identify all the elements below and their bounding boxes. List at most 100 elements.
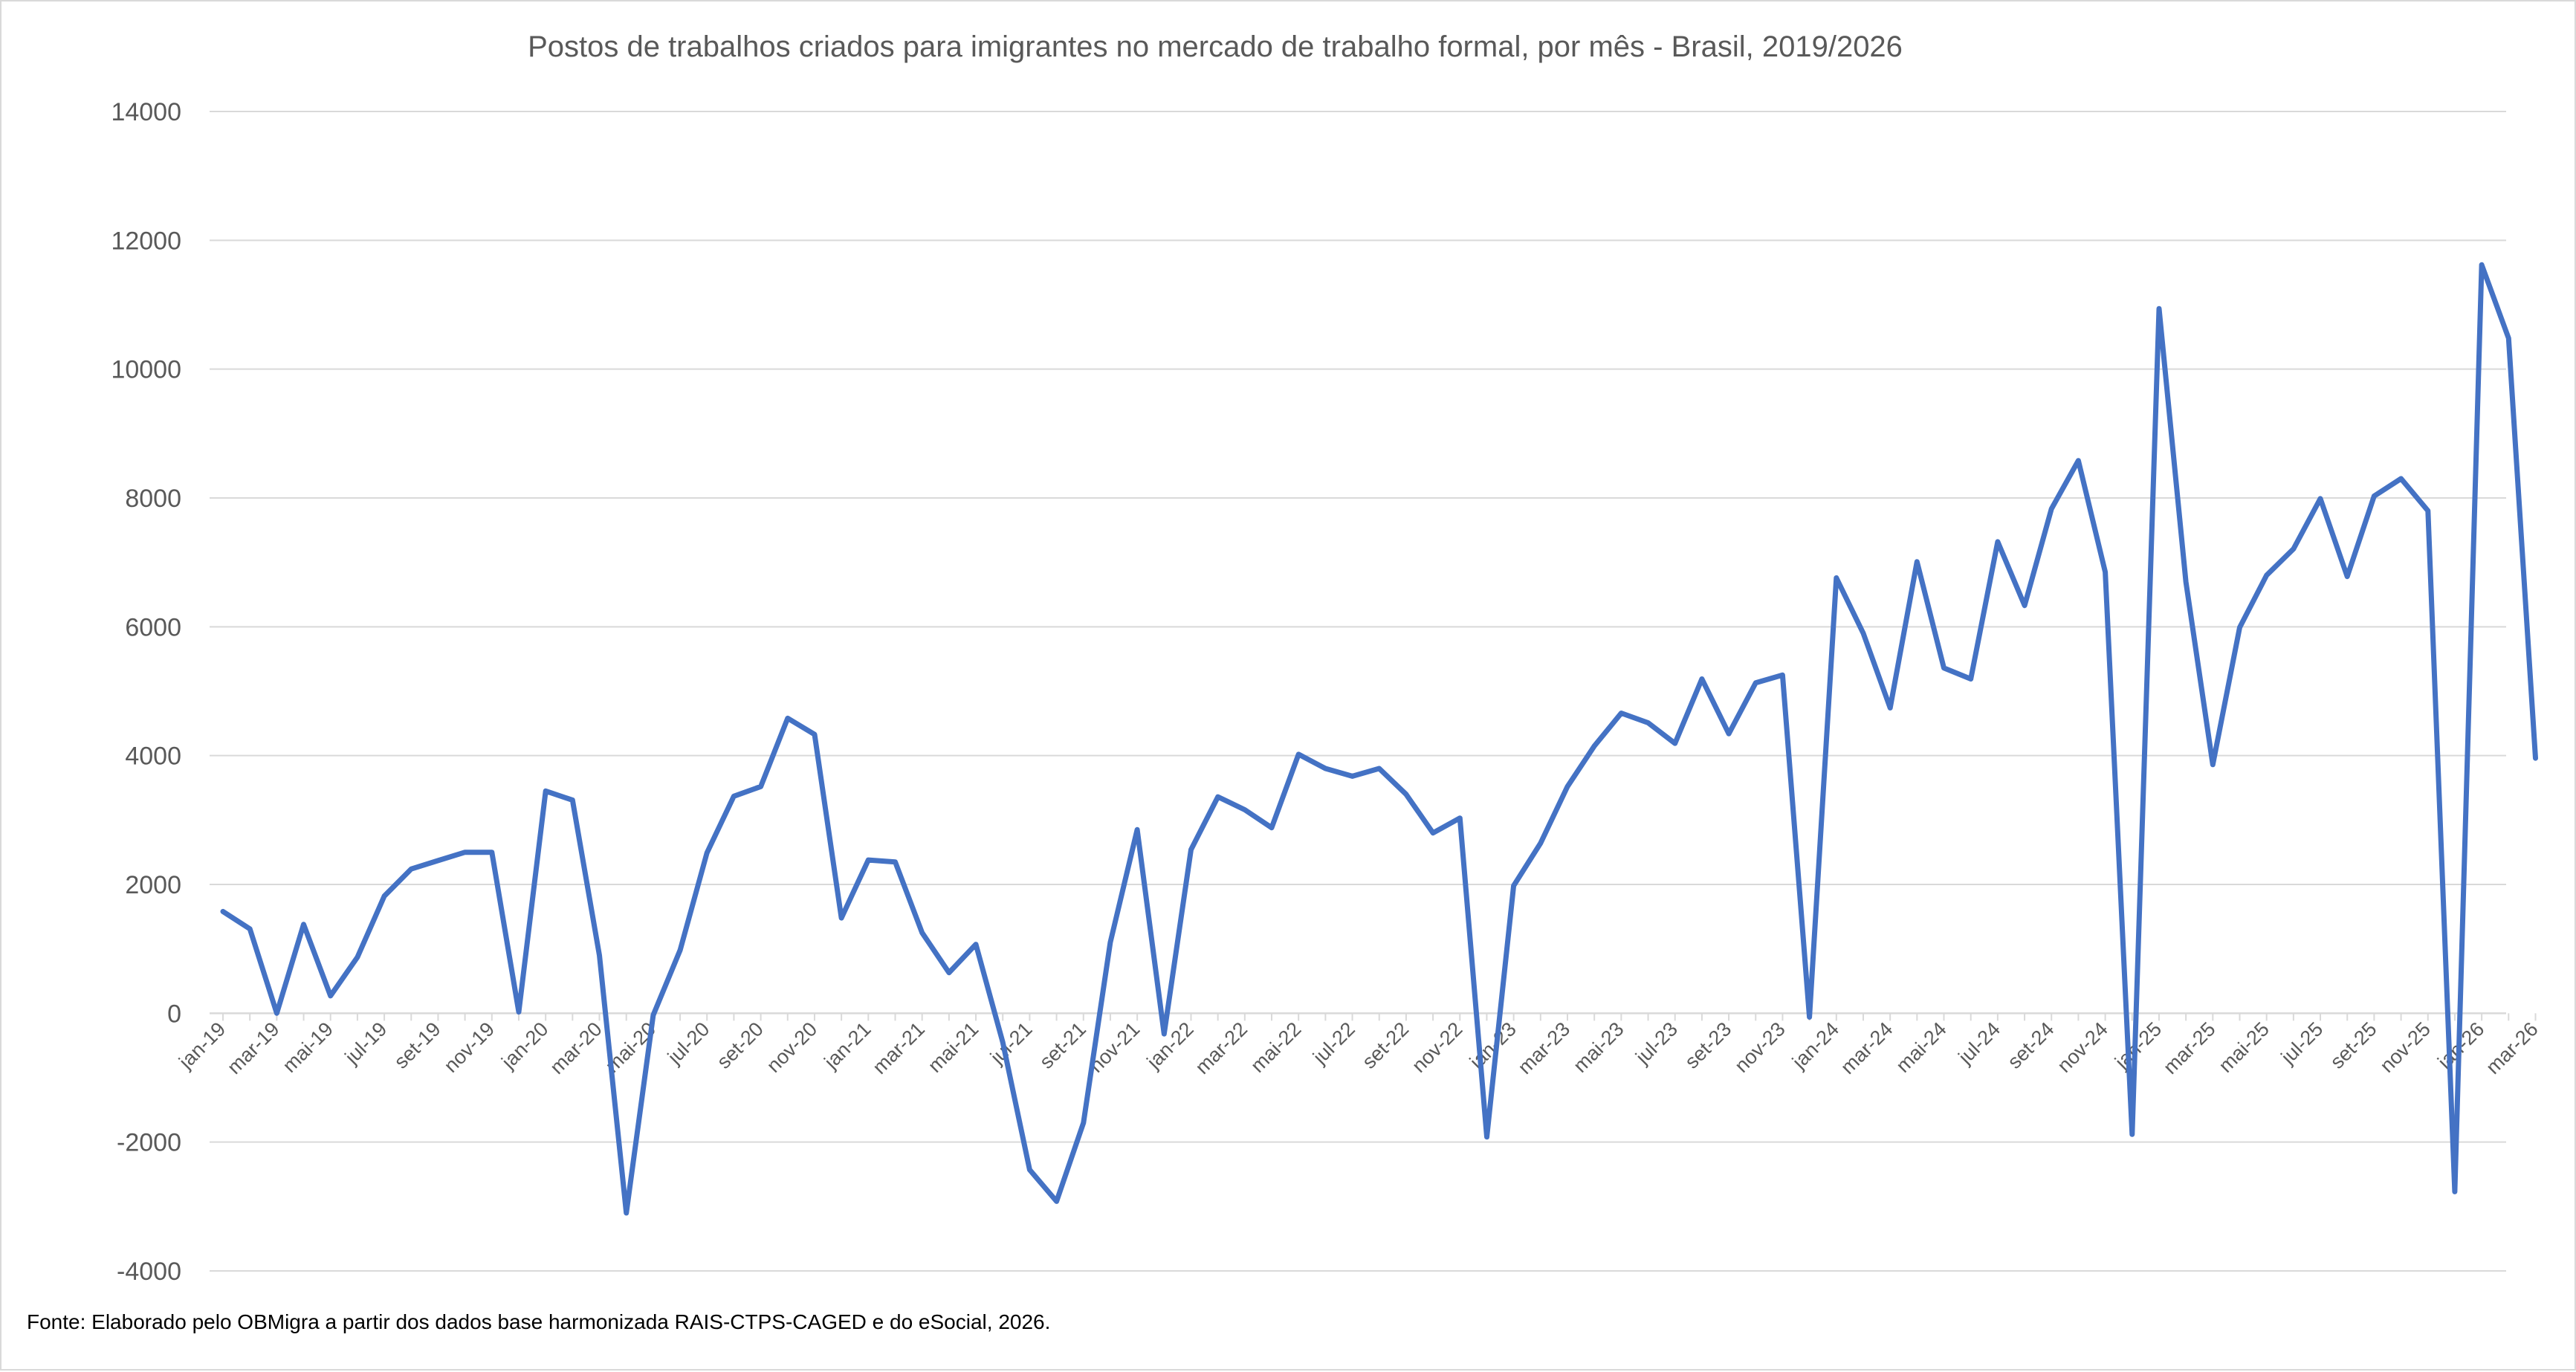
data-point xyxy=(517,1010,521,1015)
x-tick-label: mai-21 xyxy=(924,1017,983,1077)
x-tick-label: set-20 xyxy=(713,1017,768,1072)
data-point xyxy=(1592,744,1596,748)
data-point xyxy=(2130,1132,2135,1136)
data-point xyxy=(893,860,898,864)
data-point xyxy=(1834,575,1839,580)
data-point xyxy=(920,931,925,935)
data-point xyxy=(2022,604,2027,608)
data-point xyxy=(2479,262,2484,267)
x-tick-label: mar-24 xyxy=(1836,1017,1897,1078)
x-tick-label: jul-19 xyxy=(340,1017,392,1069)
source-note: Fonte: Elaborado pelo OBMigra a partir d… xyxy=(27,1310,1050,1333)
data-point xyxy=(839,916,844,920)
x-tick-label: mar-22 xyxy=(1191,1017,1252,1078)
data-point xyxy=(2506,336,2511,340)
data-point xyxy=(651,1013,656,1017)
x-tick-label: mai-23 xyxy=(1569,1017,1628,1077)
y-tick-label: 2000 xyxy=(125,871,181,899)
y-tick-label: 8000 xyxy=(125,485,181,513)
data-point xyxy=(1135,827,1139,832)
data-point xyxy=(2426,508,2430,513)
data-point xyxy=(2533,756,2537,760)
x-tick-label: nov-24 xyxy=(2053,1017,2112,1077)
gridlines xyxy=(210,111,2506,1272)
data-point xyxy=(1188,847,1193,852)
data-point xyxy=(812,732,817,737)
data-point xyxy=(1269,826,1274,830)
y-tick-label: 6000 xyxy=(125,613,181,641)
data-point xyxy=(1808,1015,1812,1020)
x-tick-label: set-25 xyxy=(2326,1017,2381,1072)
data-point xyxy=(2318,496,2323,501)
x-tick-label: nov-20 xyxy=(763,1017,822,1077)
data-point xyxy=(1565,784,1570,789)
data-point xyxy=(1942,666,1946,670)
data-point xyxy=(2076,459,2080,463)
data-point xyxy=(1726,731,1731,736)
x-tick-label: nov-22 xyxy=(1408,1017,1467,1077)
x-tick-label: nov-19 xyxy=(439,1017,499,1077)
data-point xyxy=(731,794,736,798)
y-tick-label: -4000 xyxy=(117,1258,181,1286)
x-tick-label: jul-24 xyxy=(1954,1017,2005,1069)
data-point xyxy=(329,994,333,998)
x-tick-label: jul-20 xyxy=(663,1017,714,1069)
data-point xyxy=(1700,677,1704,682)
x-tick-label: jul-22 xyxy=(1308,1017,1359,1069)
x-tick-label: set-23 xyxy=(1680,1017,1735,1072)
data-point xyxy=(2453,1189,2457,1194)
data-point xyxy=(1431,831,1435,835)
data-point xyxy=(1323,766,1327,771)
data-point xyxy=(1000,1040,1005,1044)
x-tick-label: mai-19 xyxy=(278,1017,337,1077)
y-tick-label: 0 xyxy=(167,1000,181,1028)
x-tick-label: set-19 xyxy=(389,1017,444,1072)
chart-title: Postos de trabalhos criados para imigran… xyxy=(528,30,1903,63)
x-tick-label: mai-24 xyxy=(1891,1017,1951,1077)
data-point xyxy=(570,797,575,802)
data-point xyxy=(1538,841,1543,846)
data-point xyxy=(1646,720,1651,725)
data-point xyxy=(2345,575,2349,579)
data-point xyxy=(1969,677,1973,682)
data-point xyxy=(2291,546,2296,551)
data-point xyxy=(1162,1032,1166,1036)
y-tick-label: 12000 xyxy=(111,227,181,255)
data-point xyxy=(543,789,548,793)
x-tick-label: jul-25 xyxy=(2276,1017,2328,1069)
series-layer xyxy=(220,262,2538,1216)
data-point xyxy=(1888,706,1892,711)
data-point xyxy=(1753,681,1758,685)
x-tick-label: jan-19 xyxy=(174,1017,230,1073)
data-point xyxy=(1081,1121,1086,1125)
data-point xyxy=(1915,560,1919,564)
data-point xyxy=(1055,1199,1059,1203)
data-point xyxy=(1108,940,1113,945)
data-point xyxy=(2103,570,2108,575)
x-tick-label: jan-20 xyxy=(496,1017,552,1073)
data-point xyxy=(1027,1168,1032,1172)
data-point xyxy=(759,784,763,789)
x-tick-label: mai-22 xyxy=(1246,1017,1306,1077)
y-tick-label: 10000 xyxy=(111,356,181,384)
x-tick-label: set-21 xyxy=(1035,1017,1090,1072)
data-point xyxy=(1296,752,1301,757)
data-point xyxy=(2157,306,2161,311)
data-point xyxy=(2372,494,2376,498)
x-tick-label: jan-22 xyxy=(1142,1017,1198,1073)
data-point xyxy=(2210,763,2215,767)
y-tick-label: 4000 xyxy=(125,742,181,771)
x-tick-label: mar-19 xyxy=(223,1017,284,1078)
x-tick-label: mar-26 xyxy=(2482,1017,2543,1078)
data-point xyxy=(274,1011,279,1015)
x-tick-label: jan-24 xyxy=(1787,1017,1843,1073)
y-tick-label: -2000 xyxy=(117,1129,181,1157)
x-tick-label: jan-21 xyxy=(820,1017,876,1073)
data-point xyxy=(2238,625,2242,630)
data-point xyxy=(1404,792,1408,797)
x-tick-label: jul-21 xyxy=(986,1017,1037,1069)
y-axis-ticks: -4000 -2000 0 2000 4000 6000 8000 10000 12000 140… xyxy=(111,98,181,1286)
